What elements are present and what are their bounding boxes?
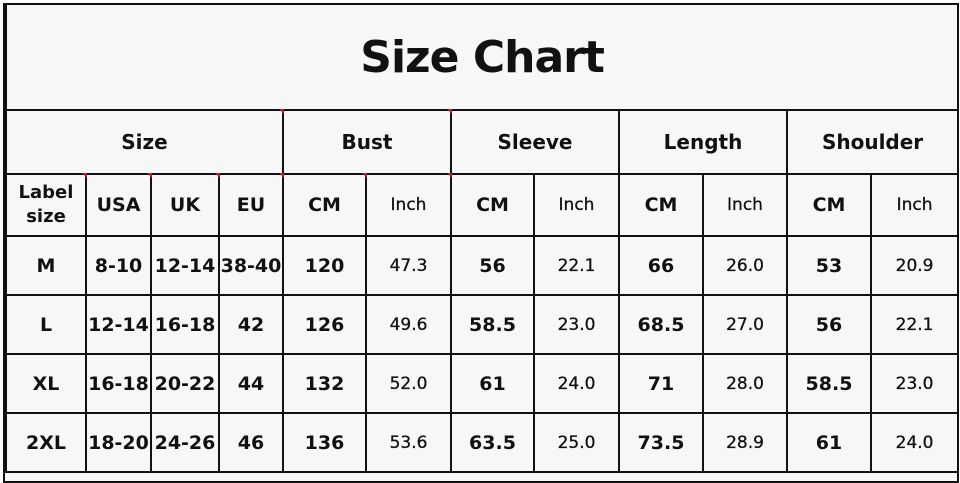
table-cell: 24.0 [533, 353, 620, 414]
table-cell: 132 [282, 353, 367, 414]
sub-header-cell: Inch [365, 173, 453, 237]
table-cell: 126 [282, 294, 367, 355]
group-header-row: Size Bust Sleeve Length Shoulder [5, 109, 960, 175]
group-header-shoulder: Shoulder [785, 109, 960, 175]
table-cell: 12-14 [85, 294, 152, 355]
table-cell: 52.0 [365, 353, 452, 414]
table-cell: 136 [282, 412, 367, 473]
group-header-bust: Bust [282, 109, 453, 175]
table-cell: 27.0 [702, 294, 788, 355]
table-cell: 12-14 [150, 235, 220, 296]
group-header-size: Size [5, 109, 285, 175]
group-header-length: Length [618, 109, 788, 175]
table-cell: 56 [786, 294, 872, 355]
table-cell: 68.5 [618, 294, 704, 355]
table-cell: 63.5 [450, 412, 535, 473]
table-cell: 53.6 [365, 412, 452, 473]
table-cell: 66 [618, 235, 704, 296]
table-cell: 20.9 [869, 235, 960, 296]
table-cell: 20-22 [150, 353, 220, 414]
table-cell: 71 [618, 353, 704, 414]
table-cell: M [5, 235, 87, 296]
table-cell: 16-18 [85, 353, 152, 414]
table-cell: 120 [282, 235, 367, 296]
sub-header-cell: Inch [702, 173, 788, 237]
table-cell: 46 [218, 412, 284, 473]
table-cell: 42 [218, 294, 284, 355]
size-chart-table: Size Chart Size Bust Sleeve Length Shoul… [4, 5, 960, 473]
table-cell: 58.5 [450, 294, 535, 355]
table-cell: 24-26 [150, 412, 220, 473]
table-row: M 8-10 12-14 38-40 120 47.3 56 22.1 66 26.0 53 20.9 [5, 235, 960, 296]
sub-header-cell: CM [786, 173, 872, 237]
sub-header-cell: UK [150, 173, 221, 237]
table-cell: 38-40 [218, 235, 284, 296]
table-cell: 8-10 [85, 235, 152, 296]
sub-header-row: Label size USA UK EU CM Inch CM Inch CM Inch CM Inc… [5, 173, 960, 237]
table-cell: 22.1 [533, 235, 620, 296]
table-cell: 25.0 [533, 412, 620, 473]
sub-header-cell: EU [218, 173, 285, 237]
group-header-sleeve: Sleeve [450, 109, 620, 175]
table-cell: 49.6 [365, 294, 452, 355]
sub-header-cell: Inch [533, 173, 620, 237]
table-cell: 2XL [5, 412, 87, 473]
table-cell: L [5, 294, 87, 355]
table-cell: 61 [450, 353, 535, 414]
table-cell: 61 [786, 412, 872, 473]
sub-header-cell: USA [85, 173, 153, 237]
size-chart: Size Chart Size Bust Sleeve Length Shoul… [3, 3, 960, 483]
table-row: XL 16-18 20-22 44 132 52.0 61 24.0 71 28.0 58.5 23.… [5, 353, 960, 414]
table-cell: 28.0 [702, 353, 788, 414]
table-cell: 18-20 [85, 412, 152, 473]
sub-header-cell: CM [618, 173, 704, 237]
table-cell: 24.0 [869, 412, 960, 473]
table-cell: 44 [218, 353, 284, 414]
table-cell: 56 [450, 235, 535, 296]
sub-header-cell: Label size [5, 173, 88, 237]
table-cell: 26.0 [702, 235, 788, 296]
table-cell: 16-18 [150, 294, 220, 355]
table-cell: 22.1 [869, 294, 960, 355]
sub-header-cell: Inch [869, 173, 960, 237]
sub-header-cell: CM [282, 173, 368, 237]
table-cell: 28.9 [702, 412, 788, 473]
chart-title: Size Chart [4, 5, 960, 111]
table-cell: 23.0 [869, 353, 960, 414]
table-cell: 23.0 [533, 294, 620, 355]
table-row: L 12-14 16-18 42 126 49.6 58.5 23.0 68.5 27.0 56 22… [5, 294, 960, 355]
table-cell: 47.3 [365, 235, 452, 296]
sub-header-cell: CM [450, 173, 535, 237]
table-row: 2XL 18-20 24-26 46 136 53.6 63.5 25.0 73.5 28.9 61… [5, 412, 960, 473]
table-cell: 73.5 [618, 412, 704, 473]
table-cell: 58.5 [786, 353, 872, 414]
table-cell: 53 [786, 235, 872, 296]
table-cell: XL [5, 353, 87, 414]
